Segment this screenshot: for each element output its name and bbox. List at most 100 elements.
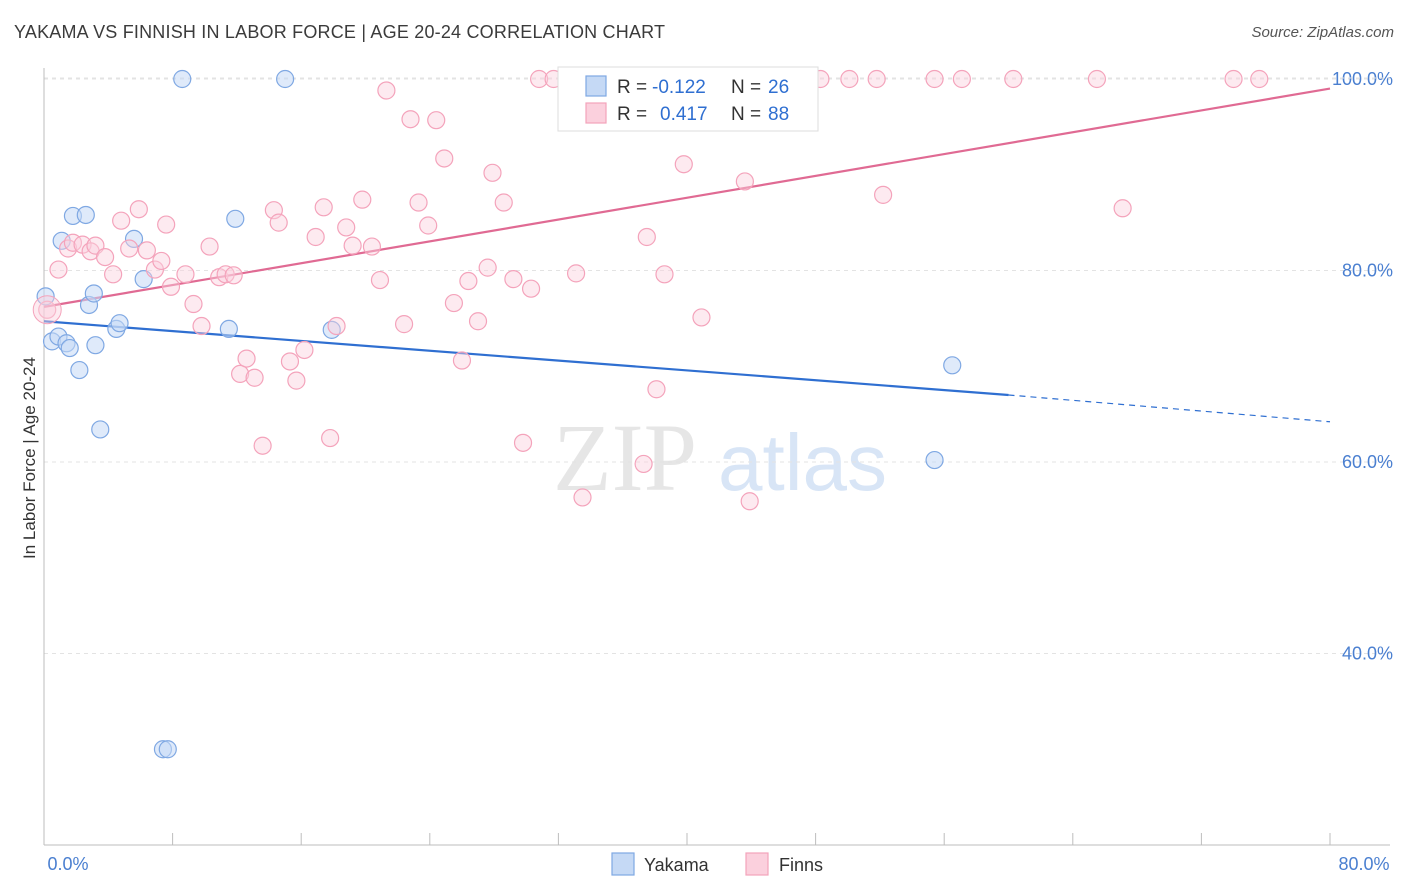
point-finns-84	[1087, 69, 1107, 89]
point-yakama-10	[84, 284, 103, 303]
point-finns-70	[674, 155, 693, 174]
point-yakama-21	[226, 209, 245, 228]
point-finns-33	[306, 227, 325, 247]
point-finns-55	[494, 193, 513, 212]
point-finns-44	[401, 110, 420, 129]
point-finns-0	[38, 300, 57, 319]
y-tick-label-80: 80.0%	[1342, 261, 1393, 281]
series-legend-label-finns: Finns	[779, 855, 823, 875]
point-yakama-8	[76, 205, 95, 225]
point-finns-53	[478, 258, 497, 277]
series-legend-swatch-finns	[745, 852, 769, 876]
point-finns-35	[321, 428, 340, 448]
point-finns-large	[32, 295, 62, 325]
point-finns-85	[1113, 199, 1132, 218]
y-tick-label-40: 40.0%	[1342, 644, 1393, 664]
point-finns-68	[655, 265, 674, 284]
legend-r-value-yakama: -0.122	[652, 77, 706, 98]
point-finns-54	[483, 163, 502, 182]
point-yakama-15	[124, 229, 144, 249]
point-finns-65	[634, 454, 653, 474]
point-finns-23	[224, 266, 243, 285]
point-yakama-5	[60, 338, 79, 358]
point-finns-43	[394, 315, 414, 334]
chart-title: YAKAMA VS FINNISH IN LABOR FORCE | AGE 2…	[14, 22, 666, 42]
point-finns-78	[840, 69, 859, 89]
grid-lines: 40.0% 60.0% 80.0% 100.0%	[44, 69, 1393, 664]
stats-legend: R = -0.122 N = 26 R = 0.417 N = 88	[557, 66, 819, 132]
point-finns-59	[530, 69, 549, 89]
x-tick-label-min: 0.0%	[47, 854, 88, 874]
point-yakama-14	[110, 314, 129, 333]
point-finns-39	[353, 190, 372, 209]
legend-r-label-finns: R =	[617, 104, 647, 125]
point-finns-52	[468, 312, 488, 331]
point-finns-86	[1224, 69, 1243, 89]
point-finns-41	[370, 270, 390, 290]
y-axis-label: In Labor Force | Age 20-24	[20, 357, 39, 559]
legend-n-value-finns: 88	[768, 104, 789, 125]
point-finns-66	[637, 227, 656, 247]
point-yakama-7	[70, 360, 89, 380]
point-finns-57	[513, 433, 533, 452]
point-yakama-18	[158, 740, 177, 759]
point-finns-62	[566, 264, 586, 283]
point-finns-30	[280, 352, 300, 371]
point-finns-24	[231, 364, 250, 384]
point-finns-14	[152, 251, 171, 271]
y-tick-label-100: 100.0%	[1332, 69, 1393, 89]
point-finns-87	[1250, 69, 1269, 89]
point-finns-83	[1004, 69, 1023, 89]
point-yakama-11	[86, 336, 105, 355]
point-yakama-19	[173, 69, 192, 89]
legend-r-value-finns: 0.417	[660, 104, 708, 125]
point-finns-25	[237, 349, 256, 368]
point-finns-7	[95, 247, 115, 267]
point-finns-31	[287, 371, 306, 390]
point-finns-38	[343, 236, 362, 255]
point-finns-81	[925, 69, 944, 89]
point-finns-42	[377, 81, 396, 100]
series-legend-swatch-yakama	[611, 852, 635, 876]
point-finns-58	[521, 279, 541, 298]
point-finns-18	[184, 294, 203, 314]
point-finns-56	[504, 270, 523, 289]
series-legend: Yakama Finns	[611, 852, 823, 876]
y-tick-label-60: 60.0%	[1342, 452, 1393, 472]
point-finns-71	[692, 308, 711, 327]
point-finns-10	[120, 239, 139, 258]
point-finns-19	[192, 316, 211, 336]
point-finns-11	[129, 200, 148, 219]
point-finns-48	[435, 149, 454, 168]
point-finns-1	[49, 260, 68, 279]
point-finns-12	[137, 241, 156, 260]
point-yakama-20	[219, 319, 238, 339]
point-yakama-25	[943, 356, 962, 375]
trend-line-finns	[43, 87, 1331, 308]
point-yakama-22	[276, 69, 295, 89]
point-finns-45	[409, 193, 428, 212]
point-finns-27	[253, 436, 272, 455]
point-finns-67	[647, 380, 666, 399]
point-finns-49	[444, 293, 464, 313]
point-finns-20	[200, 237, 219, 256]
point-finns-8	[104, 265, 123, 284]
point-finns-15	[157, 215, 176, 234]
point-yakama-24	[925, 450, 944, 470]
watermark-zip: ZIP	[553, 404, 697, 511]
point-finns-74	[740, 492, 759, 511]
point-finns-80	[874, 185, 893, 204]
point-finns-46	[419, 216, 438, 235]
legend-n-value-yakama: 26	[768, 77, 789, 98]
point-finns-61	[573, 488, 592, 507]
legend-swatch-finns	[585, 102, 607, 124]
data-points	[32, 69, 1269, 759]
point-yakama-12	[91, 420, 110, 439]
source-label: Source: ZipAtlas.com	[1251, 24, 1394, 41]
watermark-atlas: atlas	[718, 418, 887, 507]
point-finns-17	[176, 265, 195, 284]
axes	[43, 68, 1390, 846]
point-finns-2	[59, 239, 78, 258]
x-tick-label-max: 80.0%	[1338, 854, 1389, 874]
